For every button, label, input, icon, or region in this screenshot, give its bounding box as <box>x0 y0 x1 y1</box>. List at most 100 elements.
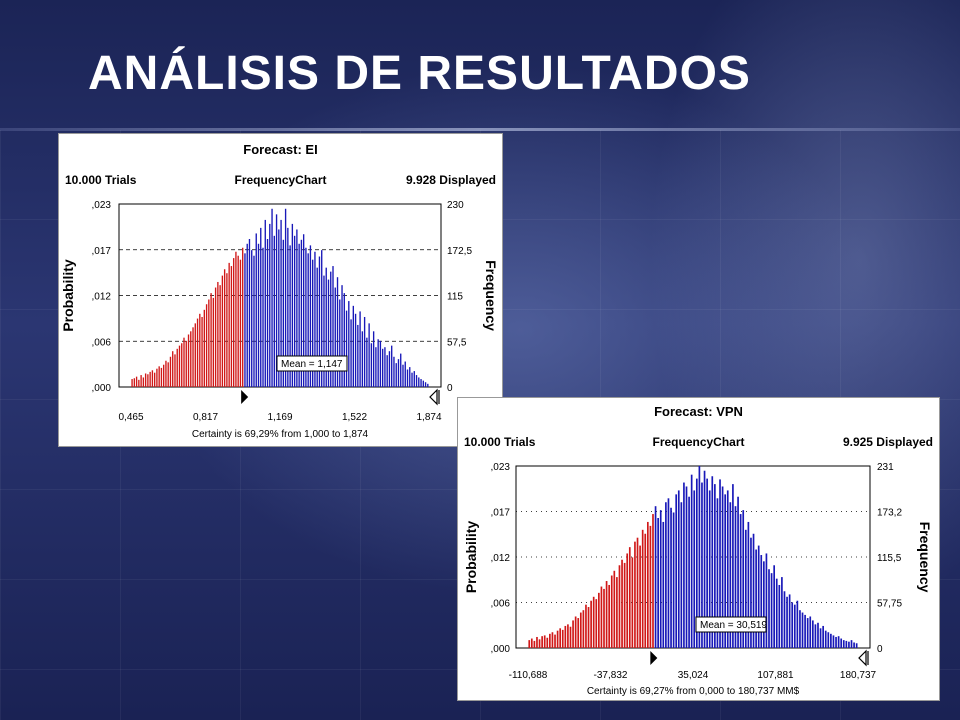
histogram-bar <box>778 584 781 648</box>
histogram-bar <box>262 247 264 387</box>
histogram-bar <box>693 490 696 648</box>
y2-tick-label: 115,5 <box>877 553 902 564</box>
histogram-bar <box>608 584 610 648</box>
frequency-chart-vpn: Forecast: VPN 10.000 Trials FrequencyChart… <box>463 404 933 697</box>
histogram-bar <box>827 632 830 648</box>
histogram-bar <box>257 243 260 387</box>
mean-box <box>276 355 348 372</box>
histogram-bar <box>230 266 233 387</box>
histogram-bar <box>845 640 848 648</box>
histogram-bar <box>605 581 608 648</box>
histogram-bar <box>848 641 850 648</box>
histogram-bar <box>334 287 336 387</box>
x-tick-label: 1,522 <box>342 412 367 423</box>
certainty-label: Certainty is 69,29% from 1,000 to 1,874 <box>192 429 369 440</box>
histogram-bar <box>569 626 572 648</box>
y2-tick-label: 115 <box>447 292 463 303</box>
histogram-bar <box>546 637 549 648</box>
histogram-bar <box>567 624 569 648</box>
histogram-bar <box>603 588 605 648</box>
y-tick-label: ,006 <box>92 337 112 348</box>
histogram-bar <box>151 370 154 387</box>
chart-title: Forecast: EI <box>243 142 317 157</box>
histogram-bar <box>273 235 275 387</box>
histogram-bar <box>549 633 551 648</box>
histogram-bar <box>559 628 562 648</box>
histogram-bar <box>194 323 196 387</box>
histogram-bar <box>817 622 819 648</box>
histogram-bar <box>420 379 422 387</box>
histogram-bar <box>737 496 739 648</box>
histogram-bar <box>763 561 765 648</box>
histogram-bar <box>618 565 621 648</box>
histogram-bar <box>293 235 296 387</box>
histogram-bar <box>325 267 327 387</box>
histogram-bar <box>149 371 151 387</box>
histogram-bar <box>662 521 665 648</box>
histogram-bar <box>554 634 556 648</box>
y-tick-label: ,000 <box>92 383 112 394</box>
histogram-bar <box>307 253 309 387</box>
histogram-bar <box>379 340 382 387</box>
histogram-bar <box>598 592 600 648</box>
histogram-bar <box>706 478 708 648</box>
histogram-bar <box>577 618 580 648</box>
histogram-bar <box>244 253 246 387</box>
histogram-bar <box>732 484 734 648</box>
histogram-bar <box>613 570 616 648</box>
histogram-bar <box>251 250 253 387</box>
histogram-bar <box>223 269 226 387</box>
histogram-bar <box>788 594 791 648</box>
histogram-bar <box>291 223 294 387</box>
histogram-bar <box>649 525 652 648</box>
histogram-bar <box>289 245 291 387</box>
histogram-bar <box>366 337 368 387</box>
histogram-bar <box>690 474 693 648</box>
histogram-bar <box>176 348 178 387</box>
histogram-bar <box>397 359 400 387</box>
histogram-bar <box>232 258 235 387</box>
histogram-bar <box>205 304 208 387</box>
histogram-bar <box>300 239 303 387</box>
y2-tick-label: 172,5 <box>447 246 472 257</box>
y2-tick-label: 173,2 <box>877 508 902 519</box>
histogram-bar <box>427 383 429 387</box>
histogram-bar <box>572 620 574 648</box>
histogram-bar <box>644 533 647 648</box>
histogram-bar <box>167 362 169 387</box>
histogram-bar <box>298 243 300 387</box>
y-tick-label: ,017 <box>491 508 511 519</box>
histogram-bar <box>750 537 752 648</box>
histogram-bar <box>212 297 215 387</box>
histogram-bar <box>413 371 415 387</box>
certainty-start-marker <box>241 390 249 404</box>
histogram-bar <box>830 633 832 648</box>
histogram-bar <box>747 521 750 648</box>
y-tick-label: ,023 <box>491 462 511 473</box>
histogram-bar <box>809 616 812 648</box>
histogram-bar <box>217 281 219 387</box>
histogram-bar <box>271 208 273 387</box>
histogram-bar <box>760 555 763 648</box>
x-tick-label: 107,881 <box>757 670 794 681</box>
histogram-bar <box>752 533 755 648</box>
background-divider <box>0 128 960 131</box>
histogram-bar <box>631 557 634 648</box>
histogram-bar <box>551 632 554 648</box>
trials-label: 10.000 Trials <box>65 173 137 187</box>
x-tick-label: 0,465 <box>118 412 143 423</box>
y-tick-label: ,023 <box>92 200 112 211</box>
histogram-bar <box>384 347 386 387</box>
histogram-bar <box>239 259 242 387</box>
histogram-bar <box>402 364 404 387</box>
histogram-bar <box>248 239 251 387</box>
histogram-bar <box>688 496 690 648</box>
y2-axis-label: Frequency <box>483 260 499 331</box>
histogram-bar <box>677 490 680 648</box>
histogram-bar <box>345 310 348 387</box>
histogram-bar <box>280 219 282 387</box>
histogram-bar <box>814 624 817 648</box>
x-tick-label: 0,817 <box>193 412 218 423</box>
histogram-bar <box>275 214 278 387</box>
y-tick-label: ,012 <box>92 292 112 303</box>
